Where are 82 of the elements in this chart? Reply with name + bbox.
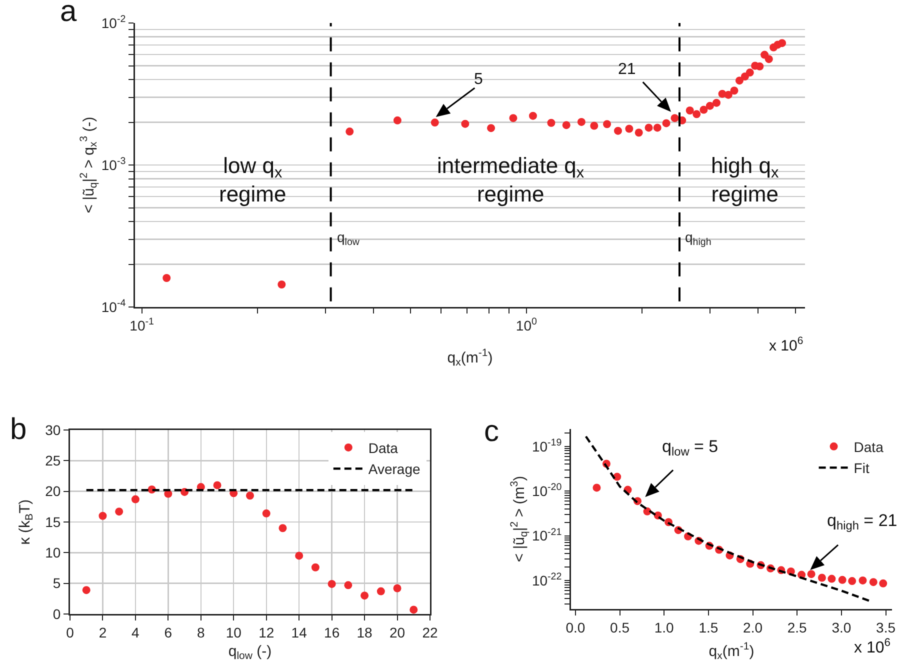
annotation: 21 — [618, 61, 636, 78]
y-tick-label: 15 — [45, 514, 61, 530]
x-tick-label: 10$^{0}$ — [516, 316, 538, 334]
y-tick-label: 20 — [45, 483, 61, 500]
y-tick-label: 10$^{-4}$ — [101, 298, 126, 315]
point — [393, 584, 402, 592]
legend-label: Fit — [854, 460, 870, 476]
annotation: q$_{high}$ = 21 — [827, 511, 898, 533]
point — [295, 552, 304, 560]
x-tick-label: 22 — [422, 624, 438, 640]
x-tick-label: 20 — [389, 624, 406, 640]
x-tick-label: 3.5 — [876, 619, 896, 636]
legend-label: Data — [368, 440, 398, 456]
x-tick-label: 8 — [197, 624, 206, 640]
point — [246, 492, 254, 500]
point — [869, 578, 878, 586]
point — [213, 481, 222, 490]
y-tick-label: 25 — [45, 452, 61, 469]
y-tick-label: 10 — [45, 544, 61, 561]
point — [278, 524, 287, 532]
annotation: low q$_{x}$ regime — [219, 153, 286, 207]
y-tick-label: 10$^{-3}$ — [101, 156, 126, 173]
chart-title: a — [60, 0, 77, 28]
x-tick-label: 14 — [291, 624, 308, 640]
x-tick-label: 2.0 — [743, 619, 763, 636]
point — [818, 574, 826, 582]
x-tick-label: 10 — [226, 624, 242, 640]
point — [838, 576, 846, 584]
text: intermediate q$_{x}$ regime — [437, 153, 584, 207]
point — [328, 580, 336, 588]
y-tick-label: 10$^{-19}$ — [532, 437, 562, 454]
annotation: high q$_{x}$ regime — [711, 153, 779, 207]
point — [879, 579, 888, 588]
point — [131, 495, 140, 504]
ref-line-label: q$_{high}$ — [685, 229, 712, 248]
x-tick-label: 10$^{-1}$ — [130, 316, 154, 334]
annotation: 5 — [474, 71, 483, 88]
x-tick-label: 12 — [258, 624, 274, 640]
point — [376, 587, 385, 596]
x-tick-label: 16 — [324, 624, 340, 640]
annotation: q$_{low}$ = 5 — [662, 437, 718, 459]
chart-title: b — [10, 413, 27, 446]
x-tick-label: 2.5 — [787, 619, 808, 636]
point — [592, 484, 601, 492]
x-tick-label: 3.0 — [832, 619, 852, 636]
point — [82, 586, 90, 594]
y-tick-label: 10$^{-2}$ — [101, 14, 126, 31]
point — [115, 508, 124, 516]
point — [311, 563, 320, 572]
y-tick-label: 10$^{-22}$ — [532, 571, 562, 588]
point — [828, 574, 836, 583]
x-axis-title: q$_{x}$(m$^{-1}$) — [708, 640, 754, 662]
y-tick-label: 0 — [52, 606, 61, 622]
point — [360, 592, 369, 600]
x-tick-label: 1.0 — [654, 619, 674, 636]
x-tick-label: 18 — [356, 624, 373, 640]
ref-line-label: q$_{low}$ — [337, 229, 360, 248]
point — [344, 581, 352, 590]
point — [410, 606, 418, 614]
x-tick-label: 0.0 — [566, 619, 586, 636]
text: x 10$^{6}$ — [854, 637, 890, 657]
point — [262, 509, 270, 518]
legend-label: Data — [854, 438, 884, 455]
point — [858, 576, 867, 584]
text: x 10$^{6}$ — [769, 335, 804, 354]
x-tick-label: 0.5 — [610, 619, 630, 636]
point — [807, 570, 816, 578]
y-tick-label: 5 — [52, 575, 61, 592]
chart-title: c — [484, 415, 499, 448]
x-tick-label: 0 — [66, 624, 74, 640]
point — [848, 577, 856, 586]
y-tick-label: 10$^{-20}$ — [532, 482, 562, 499]
x-tick-label: 6 — [164, 624, 172, 640]
x-axis-title: q$_{low}$ (-) — [228, 642, 272, 662]
y-tick-label: 10$^{-21}$ — [532, 526, 562, 544]
point — [98, 512, 107, 520]
x-tick-label: 2 — [98, 624, 107, 640]
legend-label: Average — [368, 461, 421, 478]
x-tick-label: 1.5 — [698, 619, 718, 636]
x-tick-label: 4 — [132, 624, 140, 640]
x-axis-title: q$_{x}$(m$^{-1}$) — [447, 347, 493, 369]
y-tick-label: 30 — [45, 422, 61, 438]
